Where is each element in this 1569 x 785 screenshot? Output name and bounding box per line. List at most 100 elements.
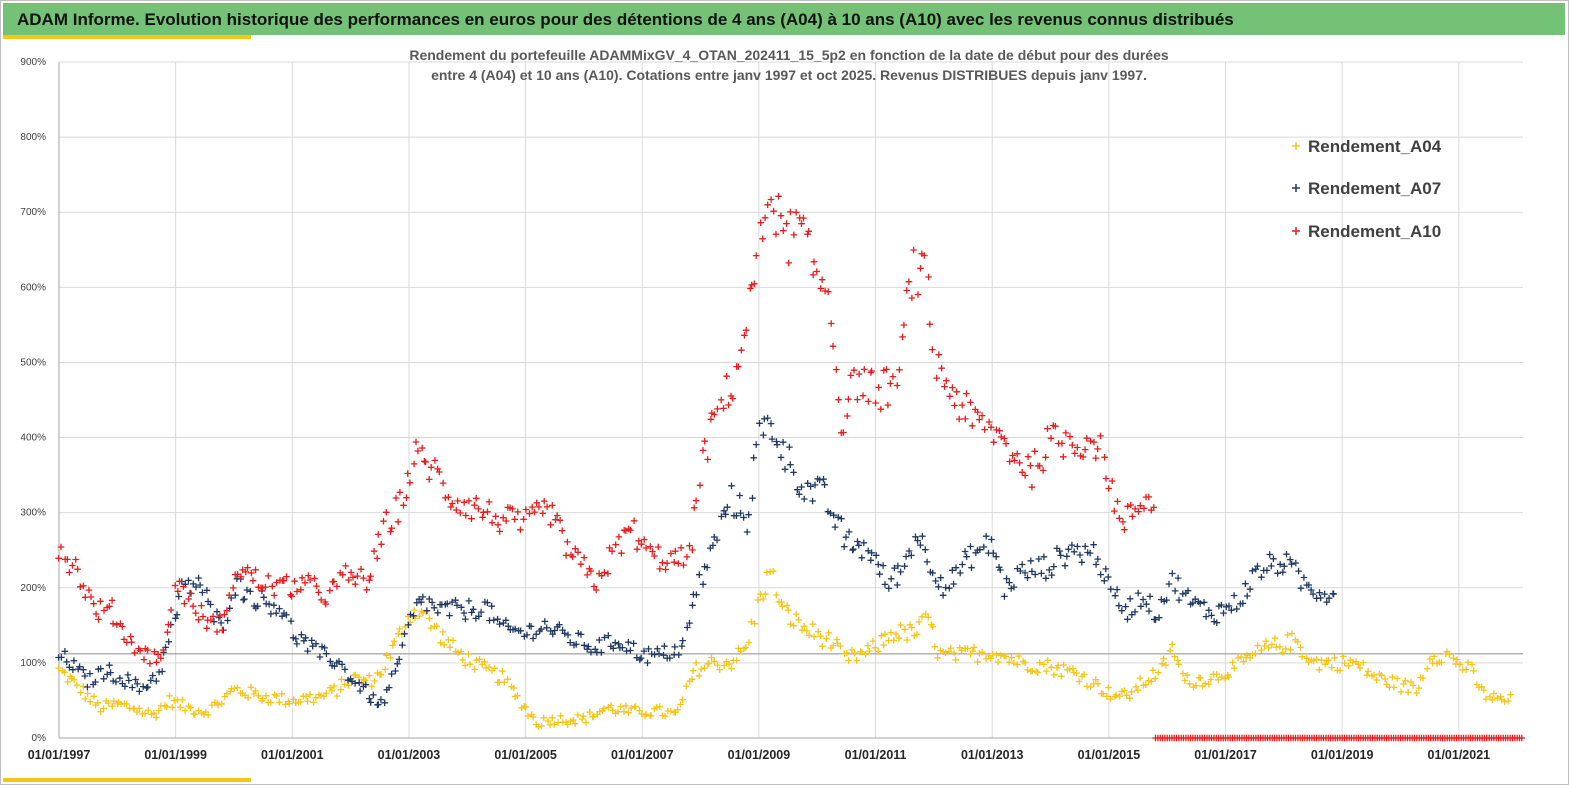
- rendement-a04-point: [858, 648, 866, 656]
- rendement-a07-point: [566, 639, 574, 646]
- rendement-a07-point: [196, 581, 204, 589]
- rendement-a10-point: [180, 583, 187, 590]
- rendement-a07-point: [1243, 592, 1251, 600]
- rendement-a04-point: [625, 709, 632, 716]
- rendement-a10-point: [457, 509, 464, 517]
- rendement-a04-point: [817, 632, 824, 640]
- rendement-a07-point: [946, 584, 953, 592]
- rendement-a04-point: [110, 697, 117, 705]
- rendement-a07-point: [453, 602, 461, 609]
- rendement-a04-point: [656, 703, 664, 710]
- rendement-a07-point: [1316, 589, 1323, 596]
- rendement-a04-point: [152, 714, 160, 721]
- rendement-a10-point: [360, 574, 367, 582]
- rendement-a07-point: [1292, 559, 1300, 567]
- rendement-a10-point: [867, 369, 875, 376]
- rendement-a04-point: [123, 700, 130, 708]
- rendement-a04-point: [628, 704, 635, 712]
- rendement-a04-point: [382, 666, 389, 673]
- rendement-a07-point: [1268, 562, 1275, 570]
- rendement-a04-point: [267, 699, 275, 706]
- rendement-a07-point: [923, 558, 931, 566]
- rendement-a10-point: [996, 427, 1003, 434]
- rendement-a04-point: [1142, 681, 1150, 688]
- rendement-a10-point: [804, 230, 811, 238]
- rendement-a04-point: [94, 699, 101, 707]
- legend: Rendement_A04 Rendement_A07 Rendement_A10: [1292, 137, 1442, 241]
- rendement-a04-point: [778, 598, 785, 606]
- rendement-a10-point: [896, 366, 903, 374]
- rendement-a04-point: [1166, 647, 1174, 654]
- rendement-a10-point: [370, 547, 378, 555]
- y-tick-label: 0%: [32, 733, 47, 744]
- rendement-a10-point: [963, 390, 970, 397]
- rendement-a07-point: [997, 566, 1004, 574]
- rendement-a04-point: [179, 696, 186, 704]
- rendement-a10-baseline-point: [1518, 734, 1526, 742]
- rendement-a04-point: [1497, 693, 1504, 700]
- x-tick-label: 01/01/2017: [1194, 748, 1257, 762]
- rendement-a10-point: [439, 479, 447, 487]
- rendement-a04-point: [1058, 673, 1065, 680]
- rendement-a04-point: [728, 665, 735, 672]
- rendement-a07-point: [505, 622, 512, 630]
- rendement-a07-point: [70, 657, 78, 664]
- rendement-a10-point: [97, 598, 104, 605]
- rendement-a10-point: [404, 470, 411, 477]
- rendement-a04-point: [1013, 661, 1021, 668]
- rendement-a07-point: [891, 564, 898, 572]
- rendement-a07-point: [76, 663, 83, 670]
- rendement-a04-point: [1258, 646, 1265, 654]
- rendement-a04-point: [457, 648, 465, 655]
- y-tick-label: 600%: [20, 282, 46, 293]
- rendement-a07-point: [458, 604, 465, 611]
- rendement-a10-point: [627, 526, 634, 534]
- rendement-a10-point: [615, 533, 623, 541]
- rendement-a07-point: [1270, 555, 1277, 563]
- rendement-a04-point: [803, 627, 811, 635]
- rendement-a07-point: [1239, 600, 1247, 607]
- rendement-a07-point: [894, 562, 902, 570]
- rendement-a04-point: [614, 708, 622, 716]
- rendement-a07-point: [1242, 580, 1249, 587]
- rendement-a07-point: [1046, 566, 1053, 574]
- rendement-a04-point: [1116, 692, 1123, 700]
- rendement-a07-point: [804, 480, 811, 487]
- rendement-a10-point: [569, 553, 576, 561]
- rendement-a07-point: [786, 443, 793, 451]
- rendement-a10-point: [556, 517, 564, 524]
- rendement-a10-point: [273, 579, 280, 586]
- rendement-a10-point: [106, 603, 113, 610]
- rendement-a07-point: [175, 593, 183, 600]
- rendement-a07-point: [302, 634, 309, 642]
- rendement-a07-point: [561, 630, 568, 637]
- rendement-a10-point: [207, 616, 215, 624]
- rendement-a07-point: [1325, 594, 1333, 602]
- rendement-a07-point: [831, 523, 839, 531]
- x-tick-label: 01/01/2021: [1428, 748, 1491, 762]
- rendement-a10-point: [1087, 437, 1094, 445]
- rendement-a07-point: [1003, 575, 1010, 582]
- rendement-a04-point: [1171, 653, 1179, 660]
- rendement-a04-point: [433, 622, 441, 630]
- rendement-a10-point: [854, 396, 861, 403]
- rendement-a07-point: [1189, 599, 1197, 607]
- rendement-a07-point: [335, 658, 343, 665]
- rendement-a04-point: [304, 698, 311, 705]
- rendement-a04-point: [733, 657, 741, 664]
- rendement-a04-point: [918, 613, 926, 621]
- rendement-a10-point: [587, 567, 595, 575]
- rendement-a04-point: [1450, 654, 1457, 662]
- rendement-a04-point: [461, 662, 469, 669]
- rendement-a10-point: [772, 230, 780, 238]
- rendement-a07-point: [627, 647, 634, 654]
- rendement-a10-point: [171, 582, 179, 589]
- rendement-a04-point: [829, 642, 837, 649]
- rendement-a07-point: [298, 631, 305, 638]
- rendement-a10-point: [993, 426, 1000, 434]
- rendement-a07-point: [304, 647, 311, 655]
- rendement-a04-point: [1254, 642, 1261, 649]
- rendement-a10-point: [958, 401, 966, 409]
- rendement-a07-point: [224, 617, 231, 624]
- rendement-a10-point: [655, 543, 662, 551]
